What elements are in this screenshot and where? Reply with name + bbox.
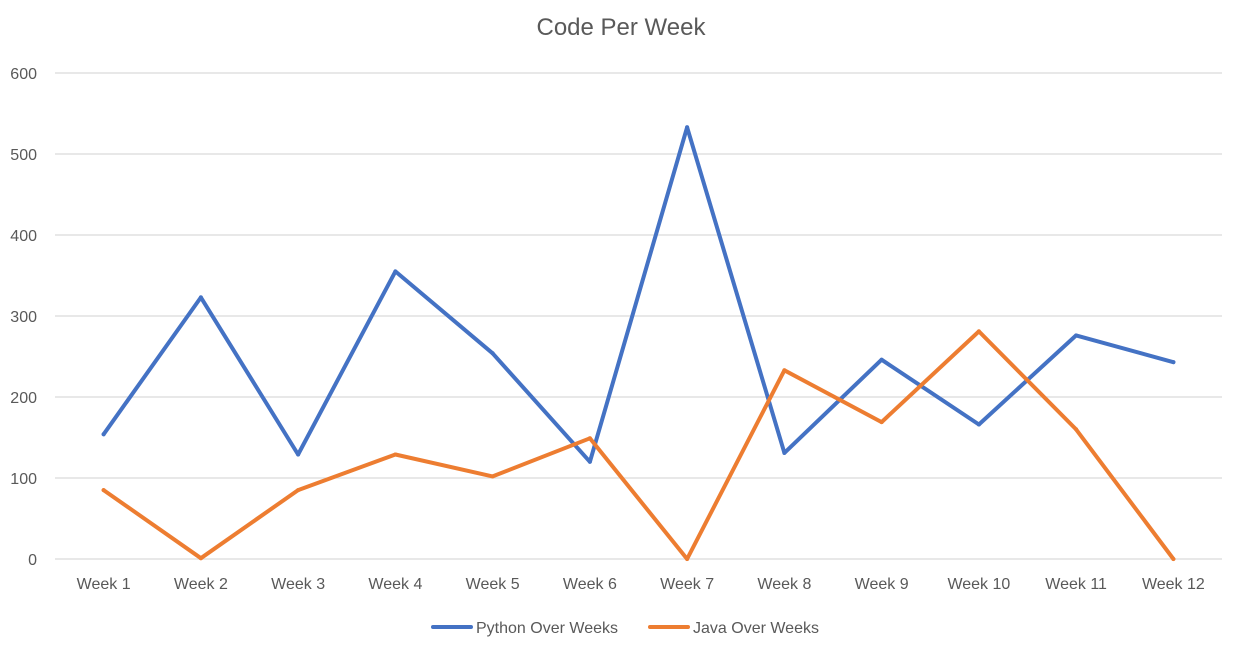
series-line-1 — [101, 329, 1176, 561]
data-point — [879, 420, 884, 425]
data-point — [1171, 557, 1176, 561]
x-tick-label: Week 6 — [563, 576, 617, 593]
data-point — [1171, 360, 1176, 365]
y-tick-label: 500 — [10, 147, 37, 164]
y-tick-label: 100 — [10, 471, 37, 488]
y-tick-label: 0 — [28, 552, 37, 569]
legend-label: Java Over Weeks — [693, 620, 819, 637]
x-tick-label: Week 9 — [855, 576, 909, 593]
data-point — [587, 436, 592, 441]
x-tick-label: Week 12 — [1142, 576, 1205, 593]
data-point — [393, 269, 398, 274]
x-tick-label: Week 8 — [757, 576, 811, 593]
data-point — [393, 452, 398, 457]
series-line-0 — [101, 125, 1176, 464]
gridlines — [55, 72, 1222, 560]
x-tick-label: Week 5 — [466, 576, 520, 593]
series-lines — [101, 125, 1176, 561]
y-tick-label: 300 — [10, 309, 37, 326]
data-point — [587, 459, 592, 464]
data-point — [685, 125, 690, 130]
data-point — [1074, 427, 1079, 432]
y-tick-label: 400 — [10, 228, 37, 245]
legend-label: Python Over Weeks — [476, 620, 618, 637]
x-tick-label: Week 10 — [947, 576, 1010, 593]
x-tick-label: Week 7 — [660, 576, 714, 593]
y-tick-label: 200 — [10, 390, 37, 407]
chart-title: Code Per Week — [537, 14, 707, 41]
x-tick-label: Week 4 — [368, 576, 422, 593]
x-tick-label: Week 1 — [77, 576, 131, 593]
data-point — [198, 295, 203, 300]
data-point — [296, 452, 301, 457]
data-point — [976, 422, 981, 427]
data-point — [782, 450, 787, 455]
data-point — [490, 351, 495, 356]
data-point — [976, 329, 981, 334]
y-tick-label: 600 — [10, 66, 37, 83]
x-tick-label: Week 3 — [271, 576, 325, 593]
x-axis-tick-labels: Week 1 Week 2 Week 3 Week 4 Week 5 Week 6 Week… — [77, 576, 1205, 593]
data-point — [490, 474, 495, 479]
data-point — [198, 556, 203, 561]
data-point — [879, 357, 884, 362]
data-point — [782, 368, 787, 373]
x-tick-label: Week 11 — [1045, 576, 1107, 593]
data-point — [296, 488, 301, 493]
x-tick-label: Week 2 — [174, 576, 228, 593]
legend-item: Java Over Weeks — [648, 620, 819, 637]
legend-item: Python Over Weeks — [431, 620, 618, 637]
data-point — [1074, 333, 1079, 338]
data-point — [685, 557, 690, 561]
legend: Python Over Weeks Java Over Weeks — [431, 620, 819, 637]
data-point — [101, 432, 106, 437]
data-point — [101, 488, 106, 493]
y-axis-tick-labels: 0 100 200 300 400 500 600 — [10, 66, 37, 569]
